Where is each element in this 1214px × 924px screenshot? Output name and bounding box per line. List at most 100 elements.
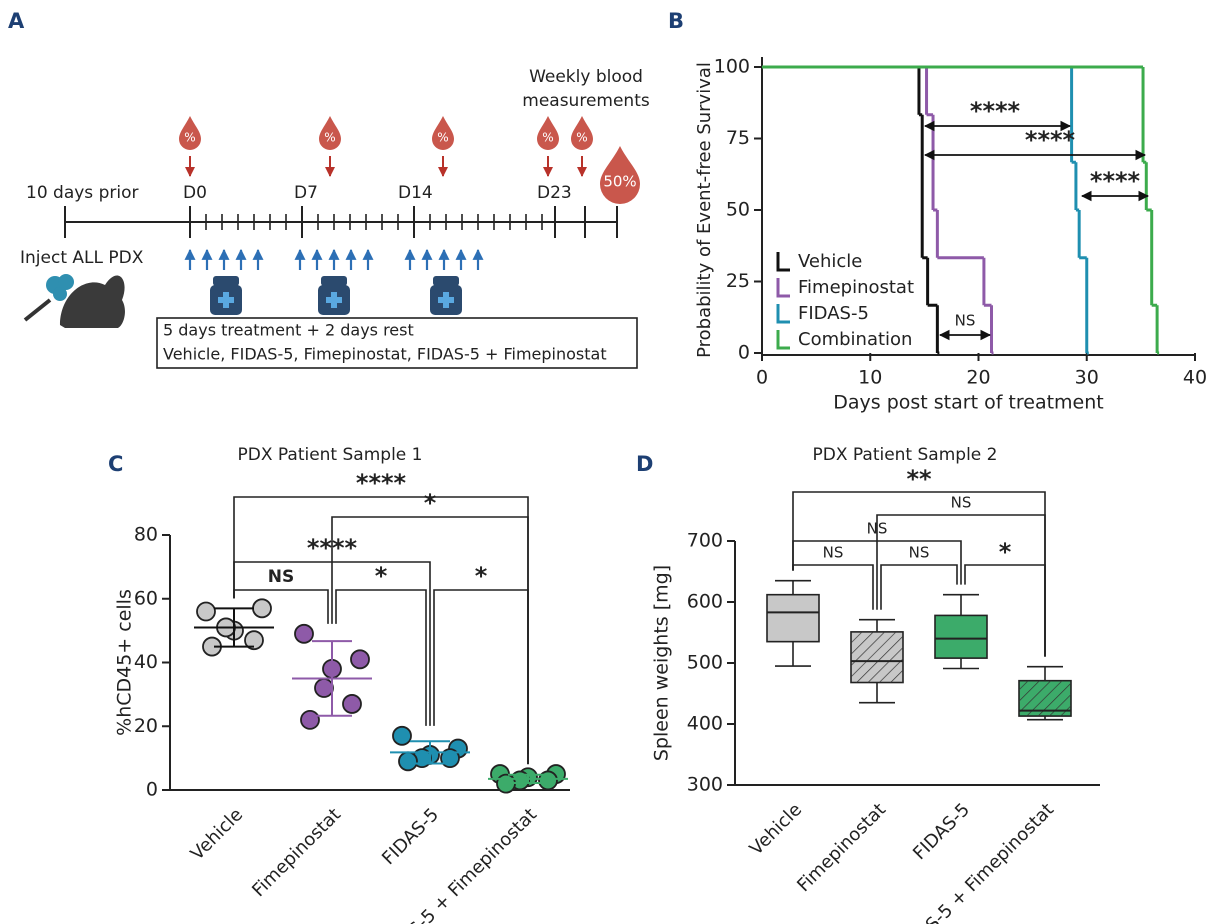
prior-label: 10 days prior xyxy=(26,183,138,203)
legend-label: FIDAS-5 xyxy=(798,303,869,324)
axes xyxy=(169,535,570,791)
box xyxy=(766,593,820,643)
panel-b: B 0 25 50 75 100 0 10 20 30 40 Days post start of t… xyxy=(668,9,1207,414)
significance-label: NS xyxy=(867,520,888,538)
y-tick-label: 60 xyxy=(134,587,158,609)
data-point xyxy=(294,623,314,644)
drop-label: % xyxy=(542,131,553,145)
bracket xyxy=(880,564,958,610)
x-tick-label: 30 xyxy=(1075,367,1099,389)
panel-d: D PDX Patient Sample 2 300 400 500 600 700 Sple… xyxy=(636,445,1100,924)
panel-label: D xyxy=(636,452,653,476)
bracket xyxy=(792,491,1046,657)
significance-label: ** xyxy=(906,465,932,493)
bracket xyxy=(964,564,1046,657)
box-text: 5 days treatment + 2 days rest xyxy=(163,321,414,340)
y-tick-label: 25 xyxy=(726,270,750,292)
significance-label: * xyxy=(475,562,488,590)
error-bar xyxy=(508,773,548,784)
treatment-box xyxy=(156,317,638,369)
x-tick-label: Fimepinostat xyxy=(793,799,890,896)
drop xyxy=(319,116,341,150)
significance-label: * xyxy=(424,489,437,517)
x-tick-label: 40 xyxy=(1183,367,1207,389)
panel-label: B xyxy=(668,9,684,33)
significance-label: **** xyxy=(1090,167,1141,195)
legend-icon xyxy=(776,278,790,298)
legend-icon xyxy=(776,330,790,350)
timeline-ticks xyxy=(64,206,618,238)
bottle xyxy=(433,276,459,286)
x-tick-label: FIDAS-5 xyxy=(909,799,974,864)
y-tick-label: 80 xyxy=(134,524,158,546)
y-axis-label: Spleen weights [mg] xyxy=(651,565,673,761)
significance-label: NS xyxy=(909,544,930,562)
panel-c: C PDX Patient Sample 1 0 20 40 60 80 %hCD45+ ce… xyxy=(108,445,570,924)
chart-title: PDX Patient Sample 2 xyxy=(813,445,998,465)
x-tick-label: 20 xyxy=(966,367,990,389)
y-axis-label: Probability of Event-free Survival xyxy=(694,62,715,358)
big-drop-label: 50% xyxy=(603,173,636,191)
x-tick-label: FIDAS-5 + Fimepinostat xyxy=(892,799,1058,924)
bottle xyxy=(213,276,239,286)
data-point xyxy=(538,770,558,791)
significance-label: **** xyxy=(970,97,1021,125)
y-axis-label: %hCD45+ cells xyxy=(114,589,136,736)
blood-label: measurements xyxy=(522,91,650,111)
day-label: D7 xyxy=(294,183,318,203)
bottle-cross xyxy=(438,292,454,308)
data-point xyxy=(392,725,412,746)
drop-label: % xyxy=(184,131,195,145)
bracket xyxy=(335,589,427,726)
y-tick-label: 75 xyxy=(726,127,750,149)
x-tick-label: Vehicle xyxy=(746,799,806,859)
significance-label: **** xyxy=(1025,126,1076,154)
y-tick-label: 300 xyxy=(687,774,723,796)
legend-label: Combination xyxy=(798,329,912,350)
significance-label: NS xyxy=(955,312,976,330)
bottle-cross xyxy=(326,292,342,308)
drops: %%%%% xyxy=(179,116,593,177)
error-bar xyxy=(214,607,254,648)
panel-label: A xyxy=(8,9,25,33)
legend-icon xyxy=(776,252,790,272)
day-label: D23 xyxy=(537,183,572,203)
bracket xyxy=(433,589,529,765)
y-tick-label: 400 xyxy=(687,713,723,735)
box-hatch xyxy=(851,631,903,683)
x-tick-label: 0 xyxy=(756,367,768,389)
significance-label: **** xyxy=(356,469,407,497)
y-tick-label: 600 xyxy=(687,591,723,613)
significance-label: * xyxy=(999,538,1012,566)
y-tick-label: 100 xyxy=(714,56,750,78)
legend-icon xyxy=(776,304,790,324)
drop xyxy=(179,116,201,150)
y-tick-label: 700 xyxy=(687,530,723,552)
significance-label: NS xyxy=(268,567,294,587)
significance-label: * xyxy=(375,562,388,590)
data-point xyxy=(350,649,370,670)
blood-label: Weekly blood xyxy=(529,67,643,87)
day-label: D14 xyxy=(398,183,433,203)
drop-label: % xyxy=(437,131,448,145)
x-tick-label: Vehicle xyxy=(187,804,247,864)
bracket xyxy=(233,589,329,624)
significance-label: **** xyxy=(307,534,358,562)
legend-label: Fimepinostat xyxy=(798,277,914,298)
bracket xyxy=(233,561,431,726)
x-tick-label: Fimepinostat xyxy=(248,804,345,901)
day-label: D0 xyxy=(183,183,207,203)
inject-label: Inject ALL PDX xyxy=(20,248,144,268)
x-tick-label: FIDAS-5 xyxy=(378,804,443,869)
x-tick-label: 10 xyxy=(858,367,882,389)
error-bar xyxy=(312,640,352,717)
data-point xyxy=(244,630,264,651)
drop xyxy=(432,116,454,150)
mouse xyxy=(23,274,125,328)
y-tick-label: 0 xyxy=(738,342,750,364)
data-point xyxy=(314,678,334,698)
bottle-cross xyxy=(218,292,234,308)
box xyxy=(934,614,988,659)
x-axis-label: Days post start of treatment xyxy=(833,392,1104,414)
